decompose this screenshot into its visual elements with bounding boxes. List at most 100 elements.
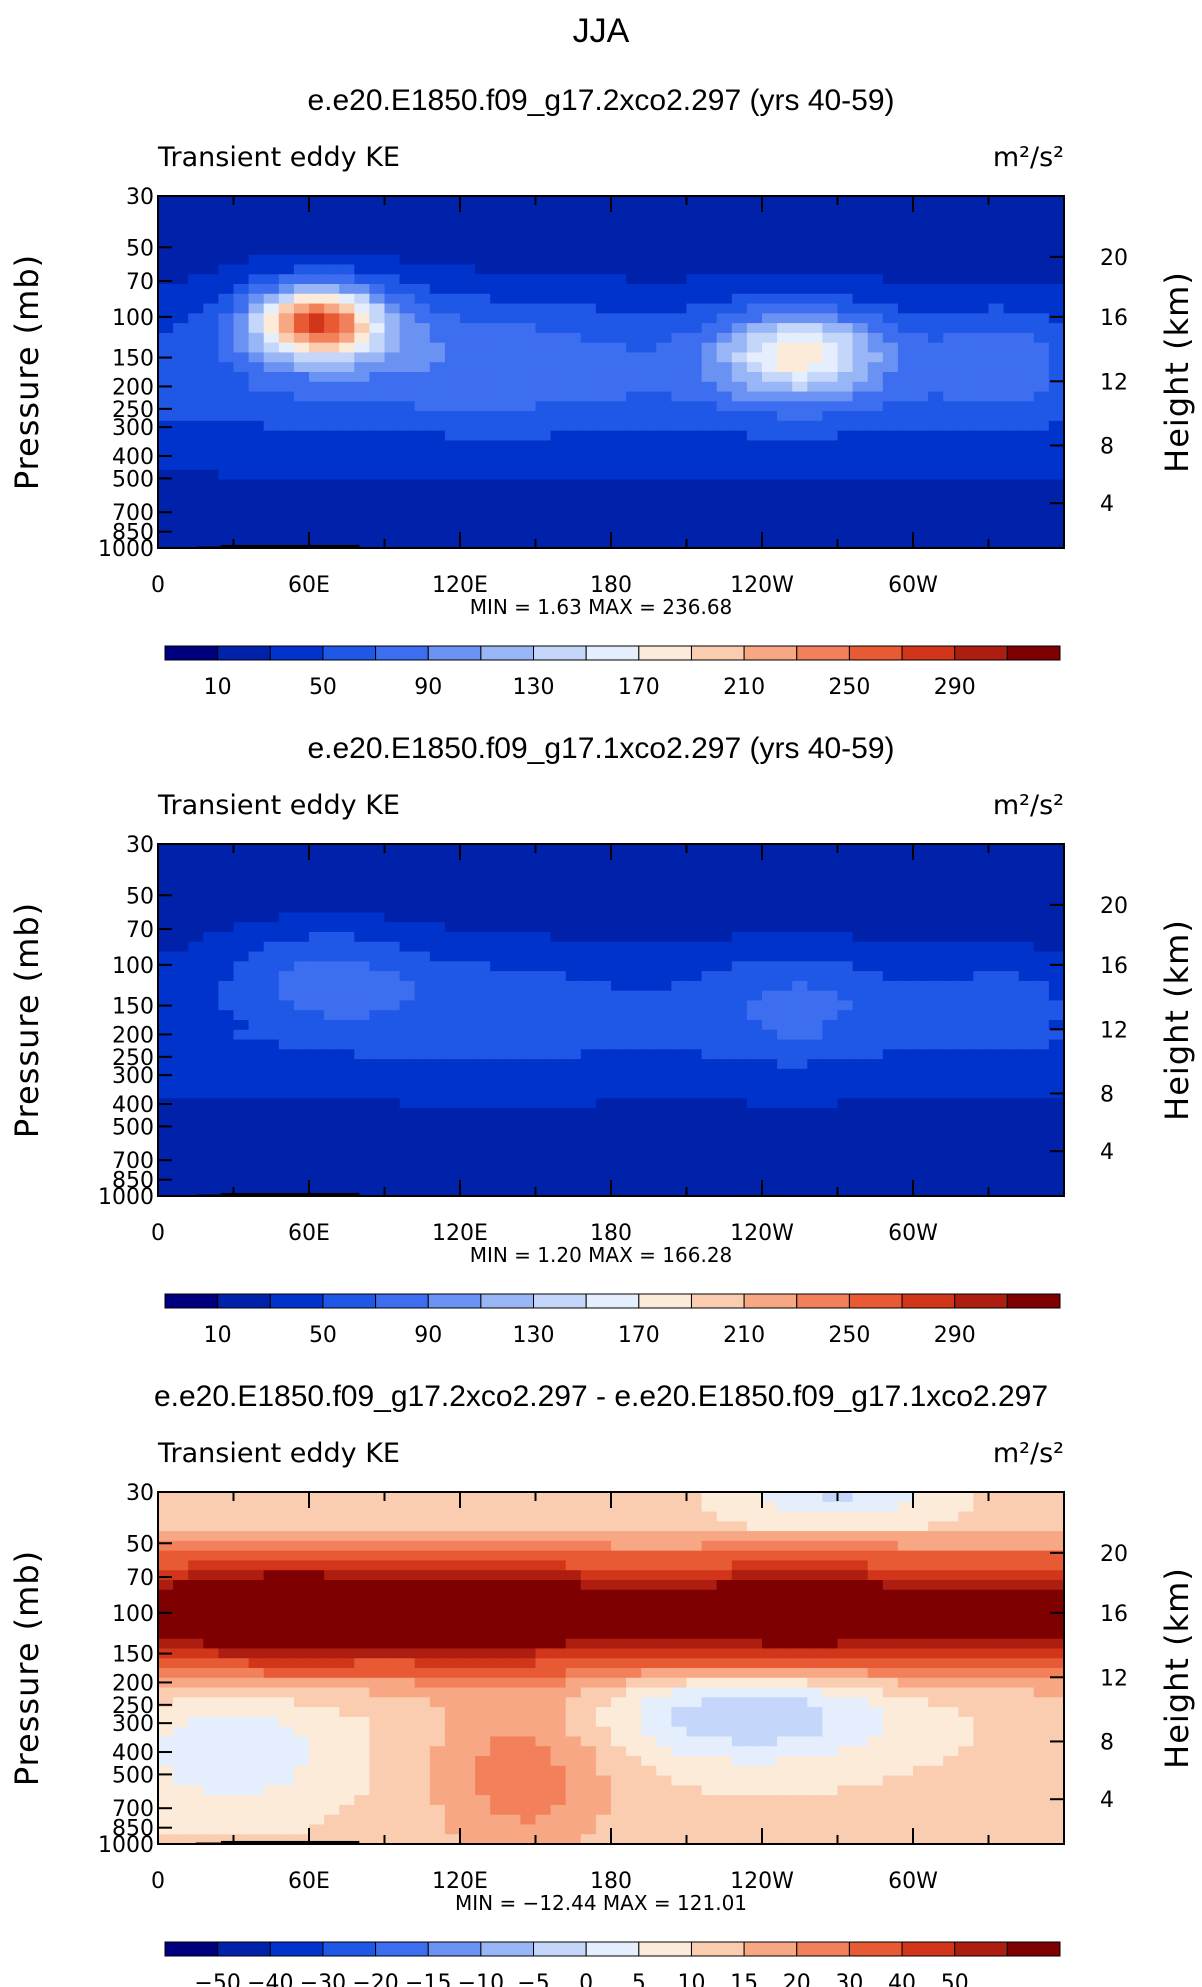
heatmap-cell <box>429 892 446 904</box>
heatmap-cell <box>958 1166 974 1178</box>
heatmap-cell <box>671 1127 688 1138</box>
heatmap-cell <box>716 469 733 481</box>
heatmap-cell <box>897 873 914 884</box>
heatmap-cell <box>233 225 250 236</box>
heatmap-cell <box>339 342 355 354</box>
heatmap-cell <box>626 381 642 393</box>
heatmap-cell <box>490 1020 506 1031</box>
left-label: Transient eddy KE <box>157 1438 400 1469</box>
heatmap-cell <box>429 1108 446 1119</box>
heatmap-cell <box>792 1550 808 1562</box>
heatmap-cell <box>490 883 506 894</box>
heatmap-cell <box>641 332 657 344</box>
heatmap-cell <box>263 411 280 422</box>
heatmap-cell <box>490 1068 506 1080</box>
heatmap-cell <box>671 1020 688 1031</box>
heatmap-cell <box>520 1501 537 1513</box>
heatmap-cell <box>973 440 990 451</box>
heatmap-cell <box>671 508 688 520</box>
heatmap-cell <box>807 372 823 383</box>
heatmap-cell <box>414 323 431 334</box>
heatmap-cell <box>897 293 914 305</box>
heatmap-cell <box>339 479 355 490</box>
heatmap-cell <box>973 215 990 226</box>
heatmap-cell <box>822 883 839 894</box>
heatmap-cell <box>641 922 657 933</box>
heatmap-cell <box>822 469 839 481</box>
heatmap-cell <box>913 1492 929 1503</box>
heatmap-cell <box>1033 1078 1050 1090</box>
heatmap-cell <box>1048 922 1065 933</box>
heatmap-cell <box>520 1068 537 1080</box>
heatmap-cell <box>777 205 793 217</box>
heatmap-cell <box>384 508 401 520</box>
heatmap-cell <box>1018 538 1035 549</box>
heatmap-cell <box>1003 381 1020 393</box>
heatmap-cell <box>897 460 914 471</box>
heatmap-cell <box>746 215 763 226</box>
heatmap-cell <box>309 518 325 530</box>
heatmap-cell <box>505 1521 521 1532</box>
heatmap-cell <box>369 1501 386 1513</box>
heatmap-cell <box>867 264 884 275</box>
heatmap-cell <box>928 508 944 520</box>
heatmap-cell <box>807 518 823 530</box>
heatmap-cell <box>822 1098 839 1109</box>
heatmap-cell <box>399 235 416 246</box>
heatmap-cell <box>505 205 521 217</box>
heatmap-cell <box>535 1098 552 1109</box>
heatmap-cell <box>460 1049 476 1060</box>
heatmap-cell <box>837 215 854 226</box>
heatmap-cell <box>520 264 537 275</box>
heatmap-cell <box>475 293 491 305</box>
heatmap-cell <box>444 912 461 923</box>
heatmap-cell <box>490 538 506 549</box>
heatmap-cell <box>520 499 537 510</box>
heatmap-cell <box>746 873 763 884</box>
heatmap-cell <box>263 303 280 314</box>
heatmap-cell <box>399 460 416 471</box>
heatmap-cell <box>958 932 974 943</box>
heatmap-cell <box>324 225 340 236</box>
heatmap-cell <box>777 196 793 207</box>
heatmap-cell <box>777 1176 793 1187</box>
heatmap-cell <box>354 303 370 314</box>
heatmap-cell <box>777 1137 793 1148</box>
heatmap-cell <box>837 196 854 207</box>
heatmap-cell <box>188 469 204 481</box>
heatmap-cell <box>218 980 235 992</box>
heatmap-cell <box>897 1550 914 1562</box>
heatmap-cell <box>535 980 552 992</box>
heatmap-cell <box>1003 1020 1020 1031</box>
heatmap-cell <box>203 411 219 422</box>
heatmap-cell <box>716 293 733 305</box>
heatmap-cell <box>822 863 839 874</box>
heatmap-cell <box>293 1137 310 1148</box>
heatmap-cell <box>293 961 310 972</box>
heatmap-cell <box>535 1010 552 1021</box>
heatmap-cell <box>309 205 325 217</box>
heatmap-cell <box>611 440 627 451</box>
heatmap-cell <box>1033 1117 1050 1129</box>
heatmap-cell <box>943 1127 959 1138</box>
heatmap-cell <box>505 518 521 530</box>
heatmap-cell <box>897 1147 914 1158</box>
heatmap-cell <box>762 902 778 914</box>
heatmap-cell <box>248 313 265 324</box>
heatmap-cell <box>444 460 461 471</box>
heatmap-cell <box>520 1166 537 1178</box>
heatmap-cell <box>595 1127 612 1138</box>
heatmap-cell <box>792 1127 808 1138</box>
heatmap-cell <box>595 1521 612 1532</box>
heatmap-cell <box>309 303 325 314</box>
panel-2xco2: e.e20.E1850.f09_g17.2xco2.297 (yrs 40-59… <box>8 84 1196 700</box>
heatmap-cell <box>716 381 733 393</box>
heatmap-cell <box>278 323 295 334</box>
heatmap-cell <box>535 1020 552 1031</box>
heatmap-cell <box>686 479 703 490</box>
heatmap-cell <box>792 313 808 324</box>
heatmap-cell <box>490 508 506 520</box>
heatmap-cell <box>641 1020 657 1031</box>
heatmap-cell <box>414 1000 431 1011</box>
heatmap-cell <box>263 1550 280 1562</box>
